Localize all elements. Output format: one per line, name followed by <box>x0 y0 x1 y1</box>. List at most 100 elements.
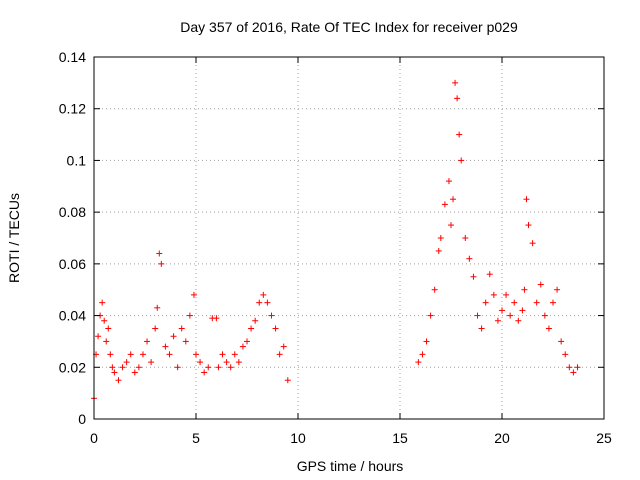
y-tick-label: 0.12 <box>59 101 86 117</box>
data-point <box>437 235 444 241</box>
data-point <box>170 333 177 340</box>
data-point <box>499 307 505 314</box>
data-point <box>511 299 518 306</box>
data-point <box>523 196 530 203</box>
data-point <box>423 338 430 345</box>
y-tick-label: 0.14 <box>59 49 86 65</box>
y-tick-label: 0.02 <box>59 359 86 375</box>
grid-lines <box>94 57 604 419</box>
x-tick-label: 25 <box>596 430 612 446</box>
data-point <box>127 351 134 358</box>
data-point <box>197 359 204 366</box>
data-point <box>541 312 548 319</box>
data-point <box>419 351 426 358</box>
data-point <box>280 343 287 350</box>
y-axis-label: ROTI / TECUs <box>6 193 22 283</box>
x-tick-label: 20 <box>494 430 510 446</box>
axis-ticks: 0 5 10 15 20 25 0 0.02 0.04 0.06 0.08 0.1 0.12 0.14 <box>59 49 612 446</box>
data-point <box>193 351 199 358</box>
data-point <box>494 317 501 324</box>
data-point <box>186 312 193 319</box>
data-point <box>458 157 465 164</box>
data-point <box>435 247 442 254</box>
data-point <box>445 178 452 185</box>
data-point <box>545 325 552 332</box>
data-point <box>135 364 142 371</box>
data-point <box>109 364 116 371</box>
data-point <box>574 364 581 371</box>
data-points <box>91 79 581 402</box>
y-tick-label: 0.08 <box>59 204 86 220</box>
x-tick-label: 5 <box>192 430 200 446</box>
data-point <box>515 317 522 324</box>
chart-title: Day 357 of 2016, Rate Of TEC Index for r… <box>180 19 518 35</box>
data-point <box>103 338 110 345</box>
data-point <box>139 351 146 358</box>
data-point <box>227 364 234 371</box>
data-point <box>284 377 291 384</box>
data-point <box>507 312 514 319</box>
data-point <box>562 351 569 358</box>
data-point <box>478 325 485 332</box>
data-point <box>239 343 246 350</box>
data-point <box>566 364 573 371</box>
data-point <box>174 364 181 371</box>
data-point <box>466 255 473 262</box>
data-point <box>474 312 481 319</box>
data-point <box>448 222 454 229</box>
data-point <box>415 359 422 366</box>
data-point <box>99 299 106 306</box>
data-point <box>201 369 208 376</box>
data-point <box>144 338 151 345</box>
data-point <box>558 338 565 345</box>
x-tick-label: 15 <box>392 430 408 446</box>
data-point <box>213 315 220 322</box>
plot-frame <box>93 56 605 420</box>
data-point <box>260 291 267 298</box>
data-point <box>268 312 275 319</box>
y-tick-label: 0.1 <box>67 152 87 168</box>
data-point <box>264 299 271 306</box>
data-point <box>456 131 463 138</box>
data-point <box>166 351 173 358</box>
data-point <box>503 291 510 298</box>
data-point <box>533 299 540 306</box>
data-point <box>223 359 230 366</box>
y-tick-label: 0 <box>78 411 86 427</box>
data-point <box>95 333 102 340</box>
data-point <box>452 79 459 86</box>
data-point <box>519 307 526 314</box>
data-point <box>119 364 126 371</box>
data-point <box>131 369 138 376</box>
data-point <box>148 359 155 366</box>
data-point <box>441 201 448 208</box>
x-tick-label: 0 <box>90 430 98 446</box>
data-point <box>450 196 457 203</box>
data-point <box>205 364 212 371</box>
data-point <box>554 286 561 293</box>
data-point <box>486 271 493 278</box>
data-point <box>256 299 263 306</box>
data-point <box>178 325 185 332</box>
data-point <box>235 359 242 366</box>
data-point <box>101 317 108 324</box>
data-point <box>529 240 536 247</box>
data-point <box>252 317 259 324</box>
y-tick-label: 0.04 <box>59 308 86 324</box>
data-point <box>427 312 434 319</box>
data-point <box>454 95 461 102</box>
data-point <box>570 369 577 376</box>
data-point <box>156 250 163 257</box>
data-point <box>550 299 556 306</box>
data-point <box>470 273 477 280</box>
x-axis-label: GPS time / hours <box>297 458 404 474</box>
data-point <box>115 377 122 384</box>
data-point <box>244 338 250 345</box>
data-point <box>162 343 169 350</box>
data-point <box>158 260 165 267</box>
data-point <box>248 325 255 332</box>
data-point <box>107 351 114 358</box>
data-point <box>482 299 489 306</box>
y-tick-label: 0.06 <box>59 256 86 272</box>
